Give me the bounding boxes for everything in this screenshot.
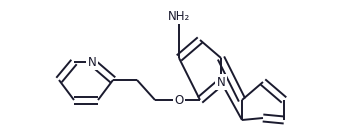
Text: N: N	[88, 55, 96, 69]
Text: N: N	[217, 75, 225, 89]
Text: NH₂: NH₂	[168, 10, 190, 22]
Text: O: O	[175, 94, 184, 106]
